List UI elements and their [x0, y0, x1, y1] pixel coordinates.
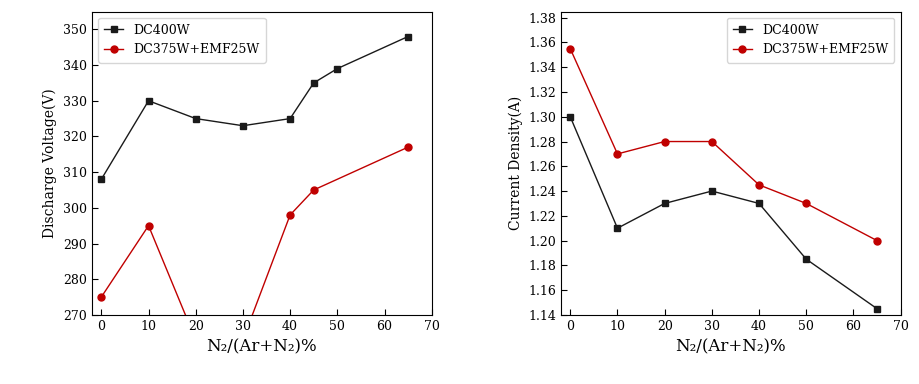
DC400W [190, 116, 201, 121]
DC375W+EMF25W [190, 338, 201, 342]
DC400W [403, 34, 414, 39]
Line: DC375W+EMF25W: DC375W+EMF25W [97, 144, 412, 343]
Y-axis label: Discharge Voltage(V): Discharge Voltage(V) [43, 88, 58, 238]
DC400W [565, 114, 576, 119]
DC400W [96, 177, 107, 182]
DC375W+EMF25W [612, 152, 623, 156]
DC375W+EMF25W [403, 145, 414, 149]
DC400W [800, 257, 811, 262]
Y-axis label: Current Density(A): Current Density(A) [508, 96, 523, 230]
DC375W+EMF25W [237, 338, 248, 342]
Line: DC375W+EMF25W: DC375W+EMF25W [567, 45, 880, 244]
DC375W+EMF25W [285, 213, 296, 217]
DC375W+EMF25W [659, 139, 670, 144]
Legend: DC400W, DC375W+EMF25W: DC400W, DC375W+EMF25W [98, 18, 266, 63]
DC400W [612, 226, 623, 230]
Line: DC400W: DC400W [98, 34, 411, 182]
DC375W+EMF25W [308, 188, 319, 192]
DC400W [332, 66, 343, 71]
DC400W [285, 116, 296, 121]
DC400W [659, 201, 670, 206]
X-axis label: N₂/(Ar+N₂)%: N₂/(Ar+N₂)% [675, 338, 786, 355]
DC400W [707, 189, 718, 194]
X-axis label: N₂/(Ar+N₂)%: N₂/(Ar+N₂)% [207, 338, 317, 355]
Line: DC400W: DC400W [568, 114, 879, 311]
DC375W+EMF25W [754, 182, 765, 187]
DC400W [308, 81, 319, 85]
DC400W [143, 98, 154, 103]
DC375W+EMF25W [800, 201, 811, 206]
Legend: DC400W, DC375W+EMF25W: DC400W, DC375W+EMF25W [727, 18, 894, 63]
DC375W+EMF25W [565, 46, 576, 51]
DC375W+EMF25W [707, 139, 718, 144]
DC400W [237, 123, 248, 128]
DC400W [754, 201, 765, 206]
DC375W+EMF25W [96, 295, 107, 300]
DC375W+EMF25W [871, 238, 882, 243]
DC375W+EMF25W [143, 223, 154, 228]
DC400W [871, 306, 882, 311]
